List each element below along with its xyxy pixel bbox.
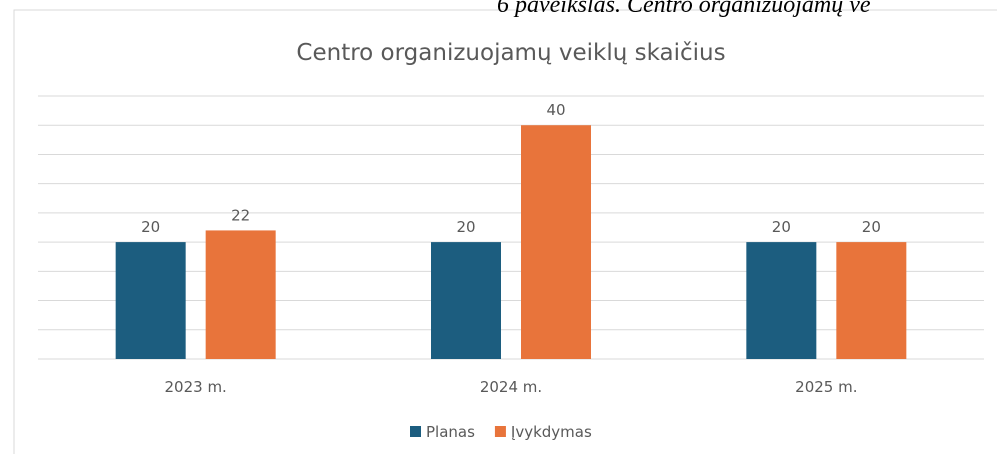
- chart-title: Centro organizuojamų veiklų skaičius: [296, 40, 725, 66]
- data-label: 20: [862, 218, 881, 236]
- bar: [431, 242, 501, 359]
- bar: [836, 242, 907, 359]
- data-label: 20: [141, 218, 160, 236]
- legend-swatch: [494, 426, 506, 437]
- legend-swatch: [410, 426, 421, 437]
- data-label: 22: [231, 206, 250, 224]
- data-label: 40: [546, 101, 565, 119]
- legend-label: Planas: [426, 423, 475, 441]
- bar: [115, 242, 186, 359]
- bar: [521, 125, 591, 359]
- x-tick-label: 2024 m.: [480, 378, 542, 396]
- legend-label: Įvykdymas: [511, 423, 592, 441]
- chart-frame: [13, 9, 997, 454]
- x-tick-label: 2025 m.: [795, 378, 857, 396]
- data-label: 20: [456, 218, 475, 236]
- x-tick-label: 2023 m.: [165, 378, 227, 396]
- bar: [746, 242, 817, 359]
- data-label: 20: [772, 218, 791, 236]
- bar: [205, 230, 276, 359]
- caption: 6 paveikslas. Centro organizuojamų ve: [497, 0, 871, 18]
